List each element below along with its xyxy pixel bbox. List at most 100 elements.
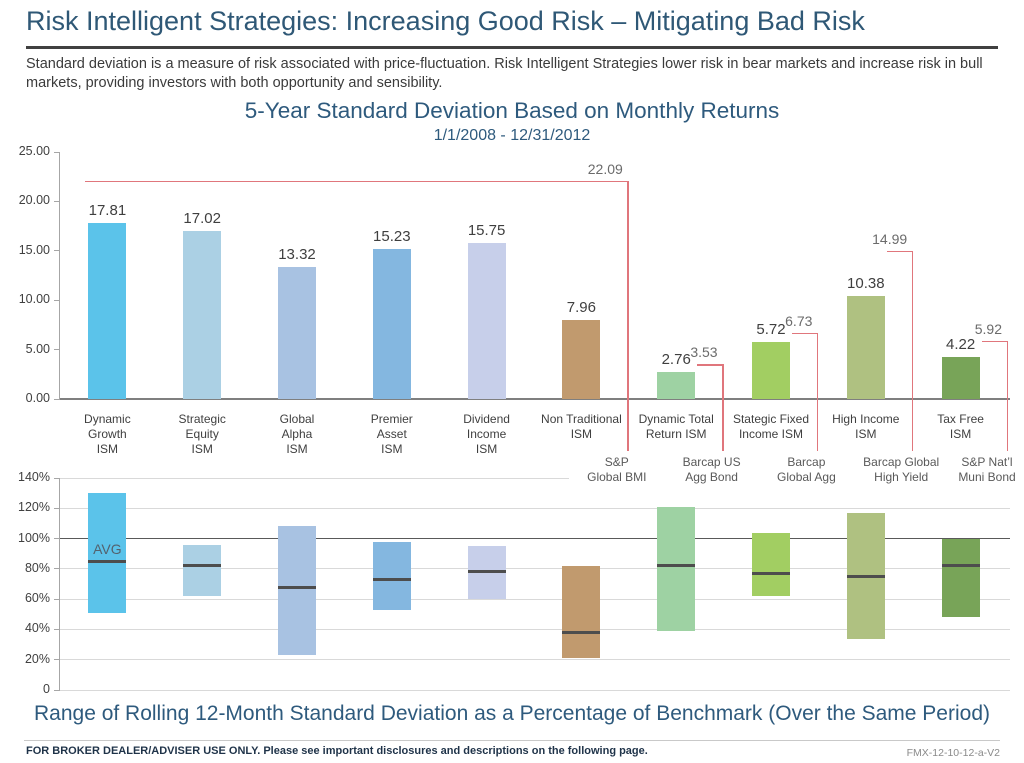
category-label-non-traditional-ism: Non Traditional ISM xyxy=(541,412,622,441)
category-label-tax-free-ism: Tax Free ISM xyxy=(937,412,984,441)
bottom-chart-y-tick-mark xyxy=(54,568,60,570)
category-label-stategic-fixed-income-ism: Stategic Fixed Income ISM xyxy=(732,412,810,441)
avg-line-high-income-ism xyxy=(846,574,885,578)
page-title: Risk Intelligent Strategies: Increasing … xyxy=(26,6,865,36)
gridline-100pct xyxy=(60,537,1010,540)
top-chart-y-tick-label: 0.00 xyxy=(25,391,50,405)
top-chart-y-tick-label: 5.00 xyxy=(25,341,50,356)
benchmark-name-label: S&P Nat’l Muni Bond xyxy=(939,455,1024,485)
bar-value-label-premier-asset-ism: 15.23 xyxy=(373,227,411,245)
range-bar-non-traditional-ism xyxy=(562,565,601,659)
range-bar-stategic-fixed-income-ism xyxy=(752,532,790,597)
bottom-chart-y-tick-label: 60% xyxy=(24,591,50,606)
top-chart-y-tick-label: 10.00 xyxy=(18,292,50,307)
bottom-chart-y-tick-label: 140% xyxy=(18,470,50,484)
range-bar-global-alpha-ism xyxy=(278,526,316,656)
top-chart-baseline xyxy=(60,398,1010,400)
bar-value-label-non-traditional-ism: 7.96 xyxy=(566,299,596,317)
avg-line-dividend-income-ism xyxy=(467,570,506,574)
benchmark-value-label: 3.53 xyxy=(690,344,718,361)
top-chart-y-tick-mark xyxy=(54,299,60,301)
avg-line-global-alpha-ism xyxy=(278,585,316,589)
benchmark-name-label: Barcap Global Agg xyxy=(758,455,855,485)
benchmark-line-horizontal xyxy=(85,180,629,183)
bottom-chart-title: Range of Rolling 12-Month Standard Devia… xyxy=(33,702,990,725)
top-chart-plot: 0.00 5.00 10.00 15.00 20.00 25.00 17.81 Dynamic… xyxy=(19,144,1024,485)
top-chart-subtitle: 1/1/2008 - 12/31/2012 xyxy=(433,127,591,144)
top-chart-y-tick-label: 25.00 xyxy=(18,144,50,158)
range-bar-strategic-equity-ism xyxy=(183,544,222,597)
benchmark-line-vertical xyxy=(627,180,629,451)
category-label-high-income-ism: High Income ISM xyxy=(832,412,900,441)
footer-document-code: FMX-12-10-12-a-V2 xyxy=(906,747,1000,759)
benchmark-line-horizontal xyxy=(981,340,1008,342)
bottom-chart-y-axis-line xyxy=(59,478,60,690)
bar-value-label-global-alpha-ism: 13.32 xyxy=(278,246,316,264)
gridline xyxy=(60,568,1010,570)
bar-value-label-dynamic-total-return-ism: 2.76 xyxy=(661,350,691,368)
bar-value-label-dividend-income-ism: 15.75 xyxy=(467,222,506,240)
benchmark-name-label: Barcap US Agg Bond xyxy=(663,455,760,485)
gridline xyxy=(60,477,1010,479)
top-chart-y-tick-mark xyxy=(54,200,60,202)
bar-value-label-strategic-equity-ism: 17.02 xyxy=(183,209,221,227)
bar-tax-free-ism xyxy=(941,357,980,399)
top-chart-y-tick-label: 20.00 xyxy=(18,193,50,208)
bar-non-traditional-ism xyxy=(562,320,601,399)
benchmark-line-vertical xyxy=(816,332,819,451)
top-chart-y-axis-line xyxy=(59,152,60,399)
footer-disclaimer: FOR BROKER DEALER/ADVISER USE ONLY. Plea… xyxy=(26,745,648,757)
category-label-dynamic-growth-ism: Dynamic Growth ISM xyxy=(84,412,131,456)
bar-global-alpha-ism xyxy=(278,267,316,399)
benchmark-name-label: Barcap Global High Yield xyxy=(853,455,950,485)
top-chart-y-tick-mark xyxy=(54,151,60,153)
bottom-chart-y-tick-label: 20% xyxy=(24,651,50,666)
bottom-chart-y-tick-mark xyxy=(54,507,60,509)
bar-stategic-fixed-income-ism xyxy=(752,342,790,399)
gridline xyxy=(60,689,1010,691)
footer-divider xyxy=(24,740,1000,741)
top-chart-y-tick-mark xyxy=(54,349,60,351)
top-chart-y-tick-label: 15.00 xyxy=(18,242,50,257)
bottom-chart-y-tick-label: 120% xyxy=(18,500,50,515)
bar-value-label-stategic-fixed-income-ism: 5.72 xyxy=(756,321,786,339)
avg-line-stategic-fixed-income-ism xyxy=(752,571,790,575)
benchmark-line-horizontal xyxy=(697,364,724,366)
benchmark-name-label: S&P Global BMI xyxy=(568,455,665,485)
benchmark-line-vertical xyxy=(1006,340,1008,451)
bottom-chart-y-tick-mark xyxy=(54,538,60,540)
bar-value-label-high-income-ism: 10.38 xyxy=(847,275,885,293)
avg-line-dynamic-growth-ism xyxy=(88,559,127,563)
bottom-chart-y-tick-mark xyxy=(54,689,60,691)
bottom-chart-y-tick-mark xyxy=(54,598,60,600)
bar-dynamic-total-return-ism xyxy=(657,371,696,399)
bar-dividend-income-ism xyxy=(467,243,506,399)
bottom-chart-y-tick-mark xyxy=(54,477,60,479)
benchmark-line-horizontal xyxy=(792,332,819,334)
bottom-chart-y-tick-mark xyxy=(54,659,60,661)
top-chart-y-tick-mark xyxy=(54,398,60,400)
category-label-dynamic-total-return-ism: Dynamic Total Return ISM xyxy=(638,412,714,441)
bar-value-label-tax-free-ism: 4.22 xyxy=(945,336,976,354)
avg-annotation-label: AVG xyxy=(93,541,122,558)
top-chart-title: 5-Year Standard Deviation Based on Month… xyxy=(244,98,780,123)
avg-line-strategic-equity-ism xyxy=(183,564,222,568)
benchmark-line-horizontal xyxy=(886,250,914,253)
benchmark-line-vertical xyxy=(911,250,914,451)
title-divider xyxy=(26,46,998,49)
gridline xyxy=(60,507,1010,509)
avg-line-non-traditional-ism xyxy=(562,630,601,634)
avg-line-premier-asset-ism xyxy=(372,577,411,581)
bottom-chart-y-tick-label: 40% xyxy=(24,621,50,636)
bottom-chart-y-tick-label: 100% xyxy=(18,530,50,545)
category-label-premier-asset-ism: Premier Asset ISM xyxy=(370,412,413,456)
category-label-global-alpha-ism: Global Alpha ISM xyxy=(279,412,315,456)
benchmark-value-label: 14.99 xyxy=(872,230,908,247)
gridline xyxy=(60,628,1010,630)
range-bar-tax-free-ism xyxy=(941,538,980,618)
benchmark-value-label: 5.92 xyxy=(974,320,1002,337)
bottom-chart-y-tick-mark xyxy=(54,628,60,630)
benchmark-value-label: 6.73 xyxy=(785,312,813,329)
bottom-chart-plot: 0 20% 40% 60% 80% 100% 120% 140% AVG xyxy=(18,470,1010,696)
